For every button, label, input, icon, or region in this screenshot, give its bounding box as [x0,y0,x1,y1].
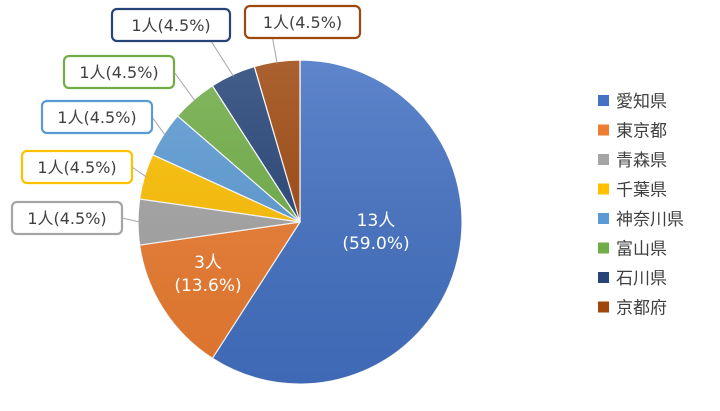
callout-box-5 [40,99,154,135]
pie-shading [138,60,462,384]
legend-entry-1: 愛知県 [616,92,667,112]
callout-box-3 [10,200,124,236]
data-label-6: 1人(4.5%) [79,63,158,82]
leader-line-7 [210,40,234,77]
callout-box-4 [20,149,134,185]
legend-entry-2: 東京都 [616,122,667,142]
legend-swatch-5 [598,213,609,224]
leader-line-6 [173,71,196,102]
legend-swatch-3 [598,154,609,165]
legend-entry-5: 神奈川県 [616,210,684,230]
leader-line-8 [272,37,278,64]
data-label-3: 1人(4.5%) [27,209,106,228]
callout-box-7 [110,7,232,43]
callout-box-8 [243,4,362,40]
data-label-4: 1人(4.5%) [37,158,116,177]
data-label-2: 3人(13.6%) [174,253,241,296]
legend-entry-4: 千葉県 [616,181,667,201]
data-label-5: 1人(4.5%) [57,108,136,127]
data-label-1: 13人(59.0%) [342,211,409,254]
legend-swatch-8 [598,301,609,313]
legend-entry-7: 石川県 [616,269,667,289]
legend-entry-8: 京都府 [616,299,667,319]
data-label-7: 1人(4.5%) [131,16,210,35]
legend-swatch-2 [598,124,609,136]
pie-leader-lines [121,37,278,223]
legend-swatch-6 [598,242,609,254]
legend-swatch-1 [598,95,609,106]
legend-swatch-4 [598,183,609,195]
legend-entry-6: 富山県 [616,240,667,260]
leader-line-4 [131,166,147,178]
callout-box-6 [62,54,176,90]
pie-data-labels: 13人(59.0%) 3人(13.6%) 1人(4.5%) 1人(4.5%) 1人(4.… [10,4,410,296]
legend-swatch-7 [598,272,609,283]
pie-slices [137,59,463,385]
data-label-8: 1人(4.5%) [263,13,342,32]
legend-entry-3: 青森県 [616,151,667,171]
leader-line-3 [121,217,141,223]
leader-line-5 [151,116,166,136]
